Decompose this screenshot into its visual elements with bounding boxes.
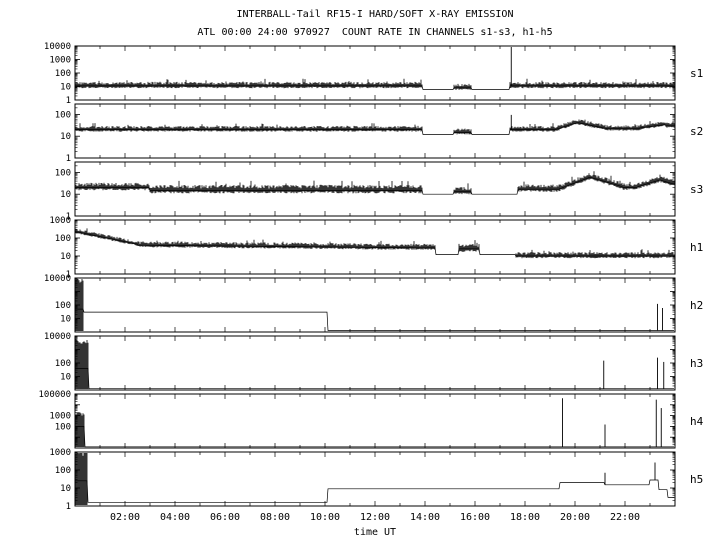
panel-frame (74, 393, 676, 449)
panel-frame (74, 335, 676, 391)
y-tick-label: 100 (55, 359, 71, 369)
x-tick-label: 20:00 (560, 512, 590, 523)
panel-frame (74, 277, 676, 333)
panel-label-h2: h2 (690, 299, 703, 312)
signal-line-h4 (75, 426, 674, 448)
y-tick-label: 1 (66, 270, 71, 280)
y-tick-label: 10 (60, 484, 71, 494)
x-tick-label: 04:00 (160, 512, 190, 523)
y-tick-label: 1000 (49, 56, 71, 66)
signal-noise-h1 (74, 228, 675, 259)
y-tick-label: 100 (55, 466, 71, 476)
signal-noise-s1 (74, 78, 675, 90)
x-tick-label: 02:00 (110, 512, 140, 523)
panel-label-h4: h4 (690, 415, 704, 428)
x-tick-label: 18:00 (510, 512, 540, 523)
y-tick-label: 100 (55, 168, 71, 178)
y-tick-label: 100 (55, 234, 71, 244)
x-tick-label: 08:00 (260, 512, 290, 523)
panel-label-h1: h1 (690, 241, 703, 254)
y-tick-label: 10 (60, 315, 71, 325)
y-tick-label: 1 (66, 212, 71, 222)
x-tick-label: 06:00 (210, 512, 240, 523)
x-tick-label: 10:00 (310, 512, 340, 523)
y-tick-label: 10 (60, 373, 71, 383)
panel-frame (74, 451, 676, 507)
y-tick-label: 1 (66, 96, 71, 106)
y-tick-label: 100 (55, 69, 71, 79)
panel-label-s2: s2 (690, 125, 703, 138)
panel-h2: 10000 100 10 h2 (44, 274, 703, 333)
panel-s3: 100 10 1 s3 (55, 161, 703, 222)
x-tick-label: 14:00 (410, 512, 440, 523)
y-tick-label: 10000 (44, 42, 71, 52)
panel-label-h5: h5 (690, 473, 703, 486)
y-tick-label: 10000 (44, 274, 71, 284)
panel-h1: 1000 100 10 1 h1 (49, 216, 703, 280)
y-tick-label: 1 (66, 154, 71, 164)
chart-title: INTERBALL-Tail RF15-I HARD/SOFT X-RAY EM… (236, 9, 514, 20)
chart-subtitle: ATL 00:00 24:00 970927 COUNT RATE IN CHA… (197, 27, 553, 38)
panel-s2: 100 10 1 s2 (55, 103, 703, 164)
y-tick-label: 10 (60, 83, 71, 93)
y-tick-label: 1 (66, 502, 71, 512)
signal-noise-s3 (74, 171, 675, 195)
y-tick-label: 10 (60, 132, 71, 142)
x-axis-label: time UT (353, 527, 397, 538)
x-tick-label: 12:00 (360, 512, 390, 523)
y-tick-label: 100 (55, 422, 71, 432)
y-tick-label: 10 (60, 190, 71, 200)
panel-label-h3: h3 (690, 357, 703, 370)
panel-h5: 1000 100 10 1 h5 (49, 448, 703, 512)
panel-label-s3: s3 (690, 183, 703, 196)
panel-h3: 10000 100 10 h3 (44, 332, 703, 391)
y-tick-label: 10 (60, 252, 71, 262)
x-tick-label: 16:00 (460, 512, 490, 523)
y-tick-label: 100 (55, 301, 71, 311)
signal-line-h5 (75, 479, 674, 503)
y-tick-label: 10000 (44, 332, 71, 342)
x-tick-label: 22:00 (610, 512, 640, 523)
panel-label-s1: s1 (690, 67, 703, 80)
signal-line-h3 (75, 368, 674, 390)
y-tick-label: 1000 (49, 412, 71, 422)
y-tick-label: 1000 (49, 216, 71, 226)
panel-frame (74, 45, 676, 101)
signal-line-h2 (75, 308, 674, 331)
y-tick-label: 100000 (38, 390, 71, 400)
signal-noise-s2 (74, 119, 675, 135)
y-tick-label: 1000 (49, 448, 71, 458)
panel-s1: 10000 1000 100 10 1 s1 (44, 42, 703, 106)
y-tick-label: 100 (55, 110, 71, 120)
